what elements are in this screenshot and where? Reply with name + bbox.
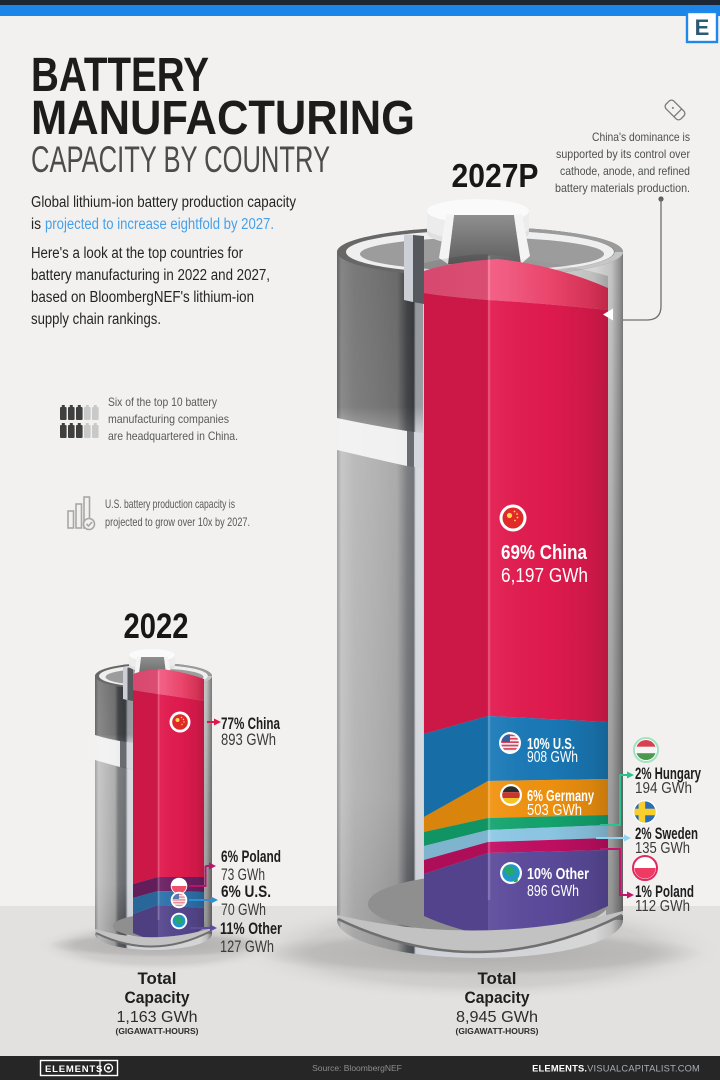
- svg-text:112 GWh: 112 GWh: [635, 898, 690, 915]
- svg-text:E: E: [695, 15, 710, 40]
- svg-text:manufacturing companies: manufacturing companies: [108, 412, 229, 426]
- svg-text:1% Poland: 1% Poland: [635, 883, 694, 901]
- svg-text:Six of the top 10 battery: Six of the top 10 battery: [108, 395, 217, 409]
- svg-text:Capacity: Capacity: [125, 989, 191, 1007]
- svg-text:194 GWh: 194 GWh: [635, 780, 692, 797]
- svg-text:10% U.S.: 10% U.S.: [527, 736, 575, 753]
- svg-text:77% China: 77% China: [221, 714, 280, 733]
- svg-text:69% China: 69% China: [501, 542, 588, 564]
- svg-text:China's dominance is: China's dominance is: [592, 130, 690, 144]
- svg-text:projected to increase eightfol: projected to increase eightfold by 2027.: [45, 216, 274, 233]
- svg-text:2% Hungary: 2% Hungary: [635, 765, 702, 783]
- svg-text:Source: BloombergNEF: Source: BloombergNEF: [312, 1063, 402, 1073]
- svg-text:2022: 2022: [124, 607, 189, 646]
- svg-text:6% Poland: 6% Poland: [221, 847, 281, 866]
- svg-text:are headquartered in China.: are headquartered in China.: [108, 429, 238, 443]
- svg-text:6,197 GWh: 6,197 GWh: [501, 565, 588, 587]
- svg-text:projected to grow over 10x by: projected to grow over 10x by 2027.: [105, 515, 250, 529]
- svg-text:Capacity: Capacity: [465, 989, 531, 1007]
- svg-text:896 GWh: 896 GWh: [527, 883, 579, 900]
- svg-text:MANUFACTURING: MANUFACTURING: [31, 92, 415, 145]
- svg-text:Here's a look at the top count: Here's a look at the top countries for: [31, 245, 243, 262]
- svg-text:cathode, anode, and refined: cathode, anode, and refined: [560, 164, 690, 178]
- svg-text:10% Other: 10% Other: [527, 866, 589, 883]
- svg-text:8,945 GWh: 8,945 GWh: [456, 1009, 538, 1026]
- svg-text:CAPACITY BY COUNTRY: CAPACITY BY COUNTRY: [31, 139, 330, 180]
- svg-text:908 GWh: 908 GWh: [527, 749, 578, 766]
- svg-text:11% Other: 11% Other: [220, 919, 282, 938]
- svg-text:supply chain rankings.: supply chain rankings.: [31, 311, 161, 328]
- svg-text:1,163 GWh: 1,163 GWh: [117, 1009, 198, 1026]
- svg-text:Global lithium-ion battery pro: Global lithium-ion battery production ca…: [31, 194, 296, 211]
- svg-text:is: is: [31, 216, 41, 233]
- svg-text:Total: Total: [138, 970, 177, 988]
- svg-text:BATTERY: BATTERY: [31, 49, 209, 102]
- svg-text:503 GWh: 503 GWh: [527, 802, 582, 819]
- svg-text:(GIGAWATT-HOURS): (GIGAWATT-HOURS): [116, 1027, 199, 1036]
- svg-text:6% Germany: 6% Germany: [527, 788, 594, 805]
- svg-text:battery manufacturing in 2022: battery manufacturing in 2022 and 2027,: [31, 267, 270, 284]
- svg-text:73 GWh: 73 GWh: [221, 865, 265, 884]
- svg-text:127 GWh: 127 GWh: [220, 937, 274, 956]
- svg-text:6% U.S.: 6% U.S.: [221, 882, 271, 901]
- svg-text:U.S. battery production capaci: U.S. battery production capacity is: [105, 497, 235, 511]
- svg-text:2% Sweden: 2% Sweden: [635, 825, 698, 843]
- svg-text:ELEMENTS: ELEMENTS: [45, 1064, 103, 1075]
- svg-text:(GIGAWATT-HOURS): (GIGAWATT-HOURS): [456, 1027, 539, 1036]
- svg-text:70 GWh: 70 GWh: [221, 900, 266, 919]
- svg-text:battery materials production.: battery materials production.: [555, 181, 690, 195]
- svg-text:based on BloombergNEF's lithiu: based on BloombergNEF's lithium-ion: [31, 289, 254, 306]
- svg-text:ELEMENTS.VISUALCAPITALIST.COM: ELEMENTS.VISUALCAPITALIST.COM: [532, 1064, 700, 1074]
- svg-text:2027P: 2027P: [452, 157, 539, 194]
- svg-text:893 GWh: 893 GWh: [221, 730, 276, 749]
- svg-text:135 GWh: 135 GWh: [635, 840, 690, 857]
- svg-text:Total: Total: [478, 970, 517, 988]
- svg-text:supported by its control over: supported by its control over: [556, 147, 690, 161]
